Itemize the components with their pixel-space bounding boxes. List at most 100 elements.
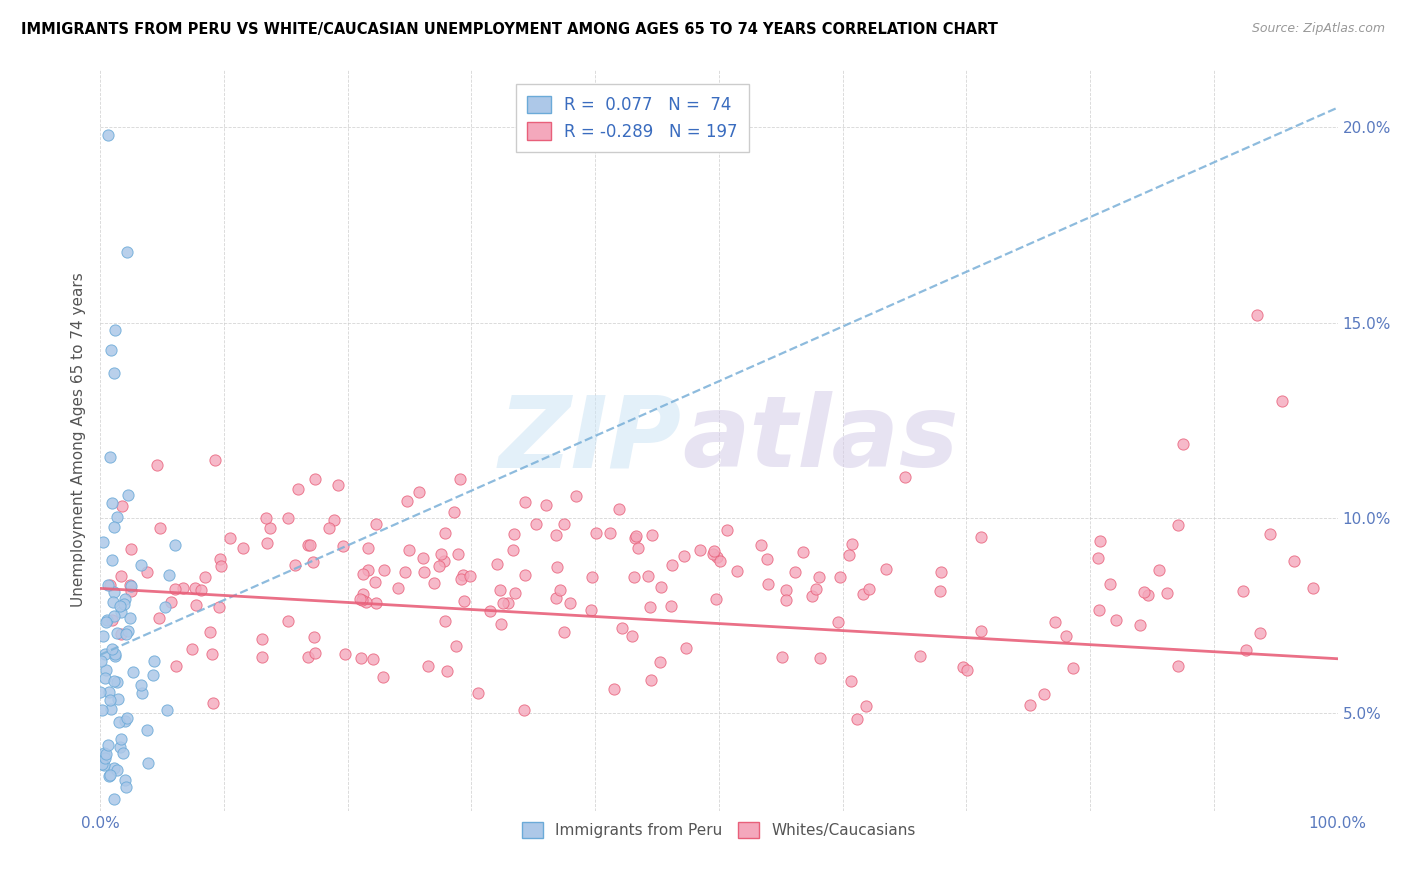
Text: Source: ZipAtlas.com: Source: ZipAtlas.com	[1251, 22, 1385, 36]
Point	[254, 511, 277, 525]
Point	[489, 617, 512, 632]
Point	[180, 642, 202, 657]
Point	[839, 673, 862, 688]
Point	[1284, 554, 1306, 568]
Point	[725, 564, 748, 578]
Point	[160, 594, 183, 608]
Point	[1249, 626, 1271, 640]
Point	[513, 495, 536, 509]
Point	[675, 640, 697, 655]
Point	[232, 541, 254, 556]
Point	[94, 647, 117, 661]
Point	[156, 703, 179, 717]
Point	[366, 516, 388, 531]
Point	[120, 542, 142, 557]
Point	[387, 581, 409, 595]
Point	[136, 756, 159, 771]
Point	[513, 703, 536, 717]
Point	[524, 517, 547, 532]
Point	[105, 675, 128, 690]
Point	[702, 547, 724, 561]
Point	[908, 648, 931, 663]
Point	[200, 624, 222, 639]
Point	[208, 552, 231, 566]
Point	[100, 343, 122, 357]
Point	[1054, 629, 1077, 643]
Point	[408, 484, 430, 499]
Point	[458, 569, 481, 583]
Point	[485, 557, 508, 571]
Point	[357, 563, 380, 577]
Point	[129, 678, 152, 692]
Point	[108, 599, 131, 613]
Point	[546, 528, 568, 542]
Point	[434, 526, 457, 541]
Point	[101, 641, 124, 656]
Point	[659, 599, 682, 613]
Point	[363, 651, 385, 665]
Point	[443, 505, 465, 519]
Point	[412, 565, 434, 579]
Point	[96, 128, 118, 142]
Point	[846, 712, 869, 726]
Point	[775, 583, 797, 598]
Point	[101, 613, 124, 627]
Point	[1088, 534, 1111, 549]
Point	[756, 577, 779, 591]
Point	[153, 599, 176, 614]
Point	[1062, 661, 1084, 675]
Point	[1234, 643, 1257, 657]
Point	[970, 624, 993, 639]
Point	[650, 581, 672, 595]
Point	[350, 651, 373, 665]
Point	[648, 655, 671, 669]
Point	[142, 654, 165, 668]
Point	[114, 627, 136, 641]
Point	[98, 450, 121, 464]
Point	[801, 589, 824, 603]
Point	[553, 624, 575, 639]
Point	[108, 715, 131, 730]
Point	[110, 731, 132, 746]
Point	[1171, 436, 1194, 450]
Point	[91, 629, 114, 643]
Point	[335, 647, 357, 661]
Point	[1099, 577, 1122, 591]
Point	[513, 568, 536, 582]
Point	[101, 552, 124, 566]
Point	[349, 592, 371, 607]
Point	[256, 536, 278, 550]
Point	[103, 367, 125, 381]
Point	[93, 758, 115, 772]
Point	[259, 521, 281, 535]
Point	[277, 511, 299, 525]
Point	[423, 576, 446, 591]
Point	[121, 665, 143, 680]
Legend: Immigrants from Peru, Whites/Caucasians: Immigrants from Peru, Whites/Caucasians	[516, 816, 922, 845]
Point	[149, 521, 172, 535]
Point	[115, 711, 138, 725]
Point	[91, 757, 114, 772]
Point	[1018, 698, 1040, 712]
Point	[827, 615, 849, 629]
Point	[627, 541, 650, 555]
Point	[894, 470, 917, 484]
Point	[94, 615, 117, 629]
Point	[298, 538, 321, 552]
Point	[1105, 613, 1128, 627]
Point	[101, 594, 124, 608]
Point	[1136, 588, 1159, 602]
Point	[496, 596, 519, 610]
Point	[202, 696, 225, 710]
Point	[97, 769, 120, 783]
Point	[581, 570, 603, 584]
Text: ZIP: ZIP	[499, 392, 682, 488]
Point	[775, 592, 797, 607]
Point	[756, 552, 779, 566]
Point	[371, 670, 394, 684]
Point	[689, 542, 711, 557]
Point	[103, 673, 125, 688]
Point	[304, 472, 326, 486]
Point	[502, 543, 524, 558]
Point	[830, 570, 852, 584]
